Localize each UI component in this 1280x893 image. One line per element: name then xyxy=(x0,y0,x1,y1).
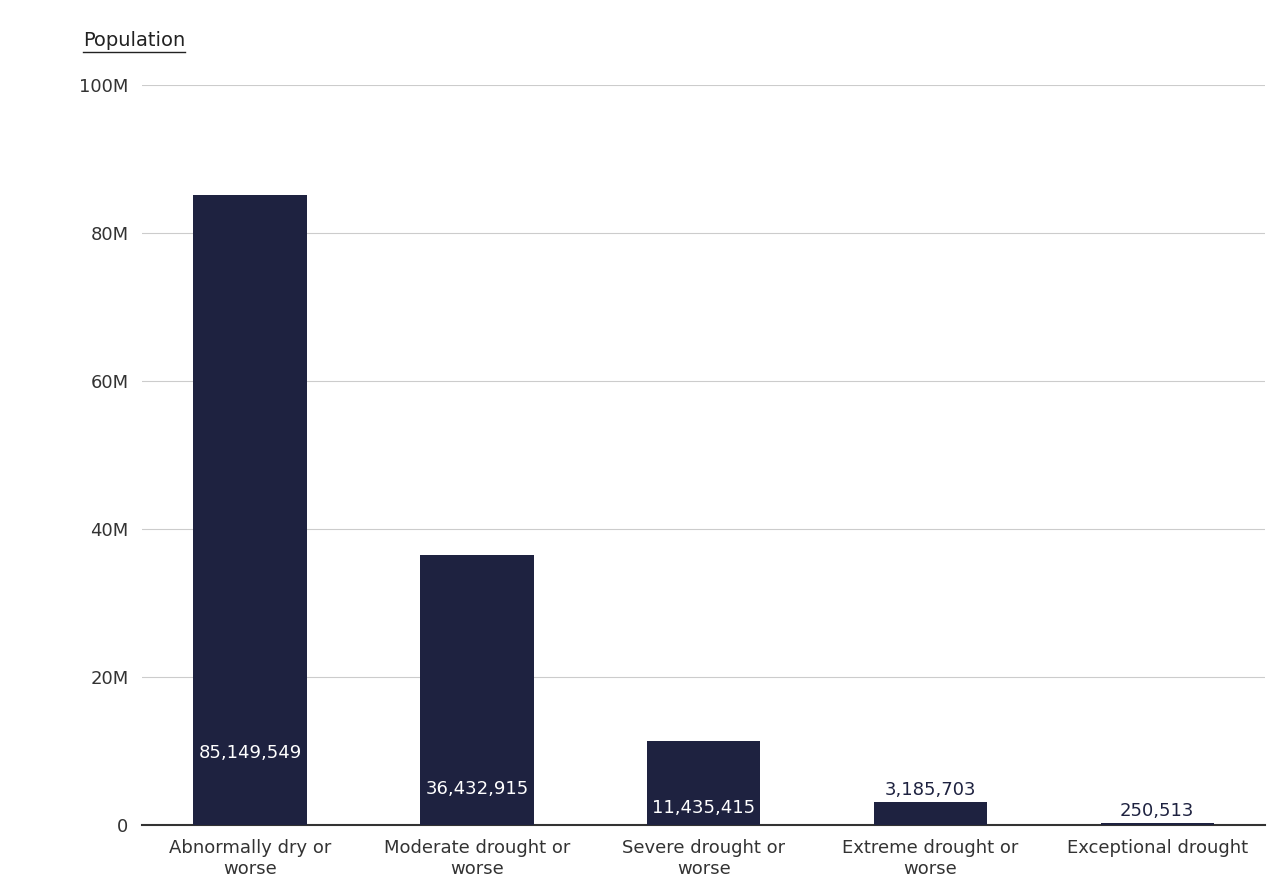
Text: 250,513: 250,513 xyxy=(1120,803,1194,821)
Text: 11,435,415: 11,435,415 xyxy=(652,799,755,817)
Bar xyxy=(646,740,760,825)
Text: 36,432,915: 36,432,915 xyxy=(425,780,529,798)
Bar xyxy=(420,555,534,825)
Bar xyxy=(1101,823,1213,825)
Text: 3,185,703: 3,185,703 xyxy=(884,780,977,798)
Text: 85,149,549: 85,149,549 xyxy=(198,744,302,763)
Text: Population: Population xyxy=(83,31,186,50)
Bar xyxy=(193,195,307,825)
Bar xyxy=(874,802,987,825)
